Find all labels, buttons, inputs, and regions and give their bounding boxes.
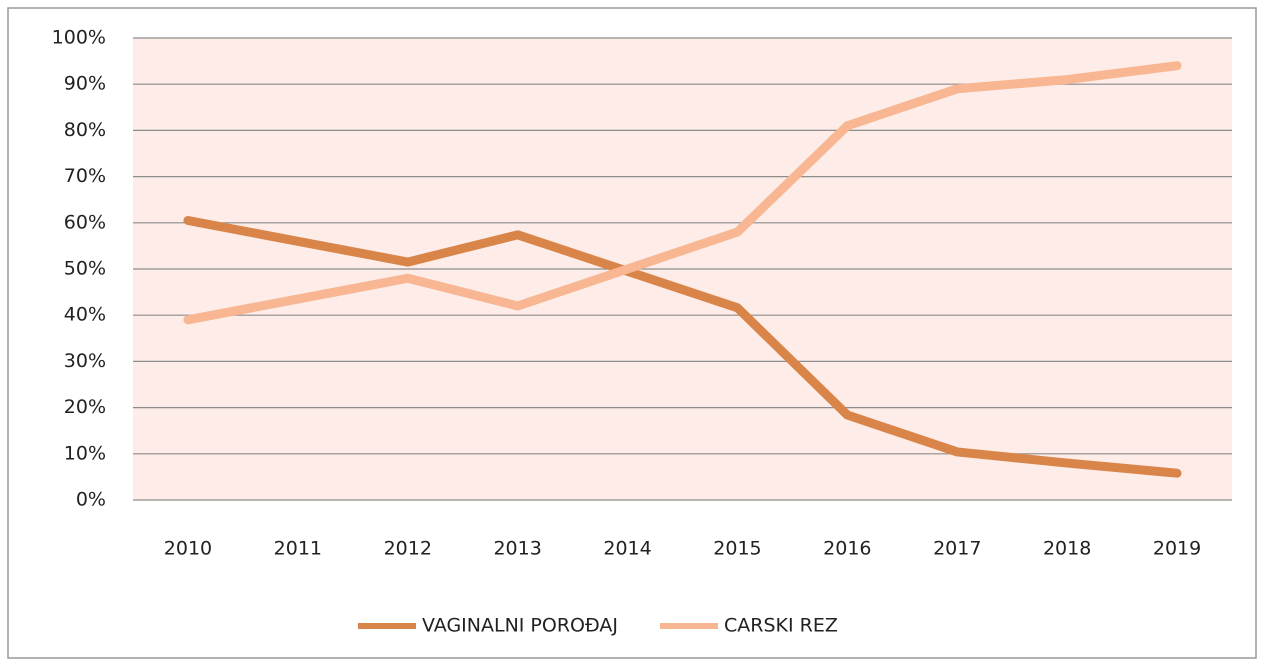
y-tick-label: 60% (64, 211, 106, 233)
series-line (183, 215, 1182, 478)
y-tick-label: 90% (64, 73, 106, 95)
x-tick-label: 2012 (384, 538, 432, 560)
y-tick-label: 0% (76, 489, 106, 511)
series-line (183, 61, 1182, 325)
legend-label: VAGINALNI POROĐAJ (422, 615, 618, 637)
x-tick-label: 2017 (933, 538, 981, 560)
y-tick-label: 40% (64, 304, 106, 326)
y-tick-label: 70% (64, 165, 106, 187)
x-tick-label: 2010 (164, 538, 212, 560)
x-tick-label: 2016 (823, 538, 871, 560)
x-tick-label: 2015 (713, 538, 761, 560)
x-tick-label: 2014 (603, 538, 651, 560)
y-tick-label: 20% (64, 396, 106, 418)
x-tick-label: 2011 (274, 538, 322, 560)
x-tick-label: 2013 (493, 538, 541, 560)
legend-label: CARSKI REZ (724, 615, 838, 637)
y-tick-label: 30% (64, 350, 106, 372)
x-tick-label: 2019 (1153, 538, 1201, 560)
y-tick-label: 50% (64, 258, 106, 280)
y-tick-label: 100% (52, 27, 106, 49)
y-tick-label: 80% (64, 119, 106, 141)
y-tick-label: 10% (64, 442, 106, 464)
x-tick-label: 2018 (1043, 538, 1091, 560)
